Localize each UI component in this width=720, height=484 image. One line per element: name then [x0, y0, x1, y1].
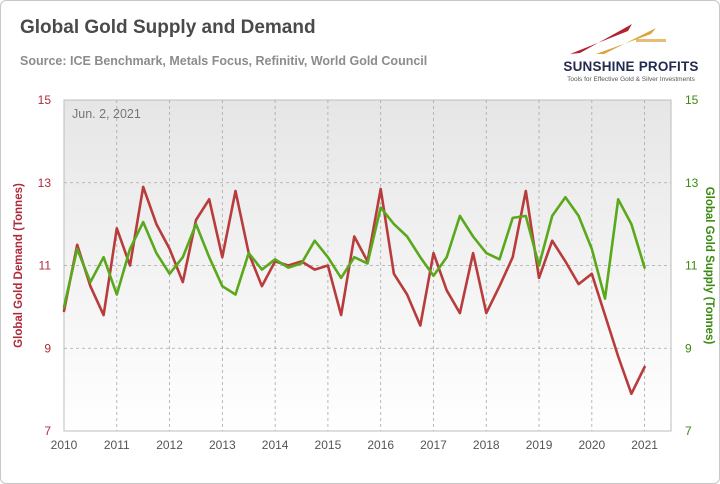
sunshine-profits-logo: SUNSHINE PROFITS Tools for Effective Gol…: [556, 21, 706, 87]
x-tick-label: 2019: [526, 438, 553, 452]
x-tick-label: 2018: [473, 438, 500, 452]
y-tick-label-right: 7: [685, 424, 692, 438]
y-tick-label-right: 11: [685, 259, 698, 273]
y-tick-label-left: 13: [38, 176, 52, 190]
logo-tagline: Tools for Effective Gold & Silver Invest…: [567, 76, 695, 83]
y-tick-label-left: 9: [44, 341, 51, 355]
y-axis-title-left: Global Gold Demand (Tonnes): [13, 183, 25, 348]
x-tick-label: 2011: [104, 438, 130, 452]
chart-subtitle: Source: ICE Benchmark, Metals Focus, Ref…: [20, 54, 428, 68]
x-tick-label: 2014: [262, 438, 289, 452]
logo-swoosh-icon: [570, 24, 666, 54]
y-tick-label-left: 11: [39, 259, 52, 273]
x-tick-label: 2010: [51, 438, 78, 452]
x-tick-label: 2013: [209, 438, 236, 452]
y-axis-title-right: Global Gold Supply (Tonnes): [703, 187, 715, 345]
date-label: Jun. 2, 2021: [72, 107, 141, 121]
x-tick-label: 2017: [420, 438, 447, 452]
y-tick-label-right: 13: [685, 176, 699, 190]
x-tick-label: 2020: [578, 438, 605, 452]
y-tick-label-left: 15: [38, 93, 52, 107]
x-tick-label: 2015: [315, 438, 342, 452]
x-tick-label: 2021: [631, 438, 658, 452]
supply-series-line: [62, 195, 646, 309]
logo-brand-text: SUNSHINE PROFITS: [563, 59, 699, 74]
y-tick-label-left: 7: [44, 424, 51, 438]
chart-title: Global Gold Supply and Demand: [20, 17, 316, 38]
y-tick-label-right: 9: [685, 341, 692, 355]
x-tick-label: 2016: [367, 438, 394, 452]
y-tick-label-right: 15: [685, 93, 699, 107]
demand-series-line: [62, 185, 646, 396]
x-tick-label: 2012: [156, 438, 183, 452]
